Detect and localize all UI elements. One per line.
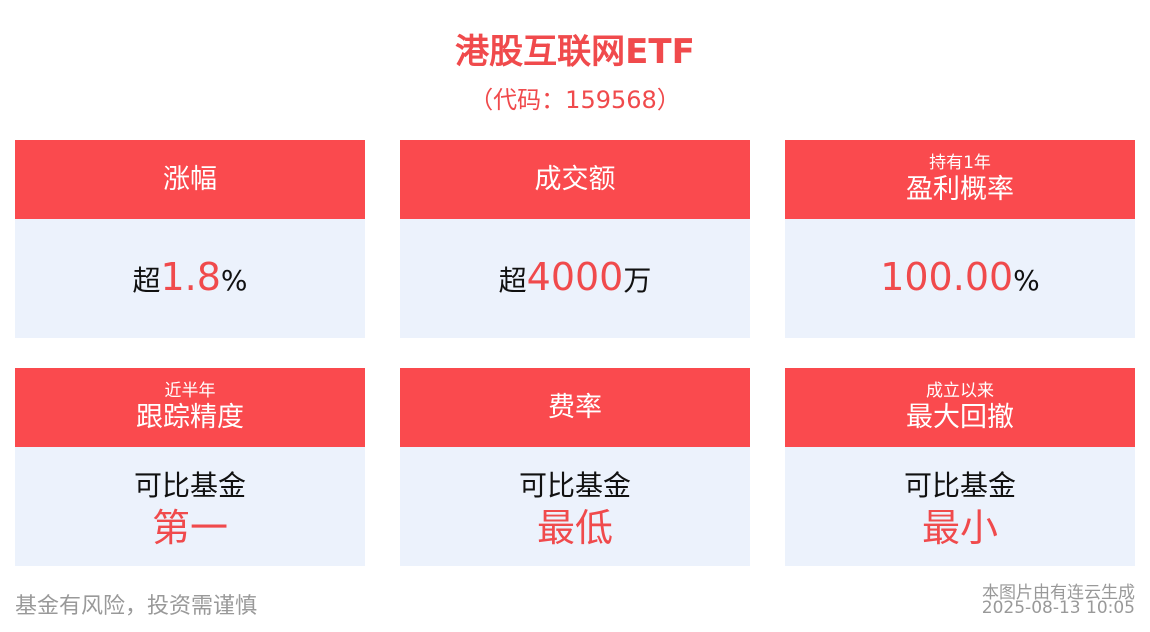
value-line: 最低 — [537, 507, 613, 549]
value-line: 可比基金 — [519, 465, 631, 507]
card-label: 跟踪精度 — [136, 401, 244, 433]
card-label: 涨幅 — [163, 163, 217, 195]
card: 涨幅超 1.8% — [15, 140, 365, 338]
value-line: 可比基金 — [904, 465, 1016, 507]
highlight: 最低 — [536, 505, 613, 550]
value-line: 超 4000 万 — [499, 256, 652, 302]
card-note: 成立以来 — [926, 380, 994, 401]
card-label: 费率 — [548, 391, 602, 423]
card: 近半年 跟踪精度可比基金第一 — [15, 368, 365, 566]
card-note: 持有1年 — [929, 152, 991, 173]
card-label: 盈利概率 — [906, 173, 1014, 205]
value-text: 超 — [498, 263, 527, 297]
timestamp: 2025-08-13 10:05 — [981, 598, 1135, 618]
highlight: 4000 — [526, 254, 624, 299]
value-line: 第一 — [152, 507, 228, 549]
card: 持有1年 盈利概率 100.00% — [785, 140, 1135, 338]
card: 成立以来 最大回撤可比基金最小 — [785, 368, 1135, 566]
card-header: 涨幅 — [15, 140, 365, 219]
card-note: 近半年 — [164, 380, 216, 401]
highlight: 100.00 — [880, 254, 1014, 299]
card-header: 持有1年 盈利概率 — [785, 140, 1135, 219]
highlight: 1.8 — [160, 254, 221, 299]
card-body: 超 4000 万 — [400, 219, 750, 338]
card-body: 可比基金 最小 — [785, 447, 1135, 566]
value-text: 可比基金 — [133, 468, 246, 502]
card-header: 成立以来 最大回撤 — [785, 368, 1135, 447]
value-line: 可比基金 — [134, 465, 246, 507]
card: 成交额超 4000 万 — [400, 140, 750, 338]
card-body: 可比基金 第一 — [15, 447, 365, 566]
value-text: % — [1013, 263, 1040, 297]
card-header: 费率 — [400, 368, 750, 447]
value-text: 可比基金 — [518, 468, 631, 502]
card: 费率 可比基金 最低 — [400, 368, 750, 566]
value-text: 万 — [623, 263, 652, 297]
value-line: 超 1.8% — [132, 256, 247, 302]
card-header: 成交额 — [400, 140, 750, 219]
card-label: 最大回撤 — [906, 401, 1014, 433]
highlight: 第一 — [151, 505, 228, 550]
subtitle: （代码：159568） — [469, 86, 681, 114]
card-header: 近半年 跟踪精度 — [15, 368, 365, 447]
highlight: 最小 — [921, 505, 998, 550]
value-line: 100.00% — [880, 256, 1040, 302]
card-label: 成交额 — [534, 163, 616, 195]
card-body: 超 1.8% — [15, 219, 365, 338]
title: 港股互联网ETF — [455, 32, 695, 72]
value-text: 超 — [132, 263, 161, 297]
value-text: % — [220, 263, 248, 297]
value-line: 最小 — [922, 507, 998, 549]
value-text: 可比基金 — [903, 468, 1016, 502]
card-body: 100.00% — [785, 219, 1135, 338]
disclaimer: 基金有风险，投资需谨慎 — [15, 594, 258, 619]
card-body: 可比基金 最低 — [400, 447, 750, 566]
source: 本图片由有连云生成 — [982, 583, 1135, 603]
